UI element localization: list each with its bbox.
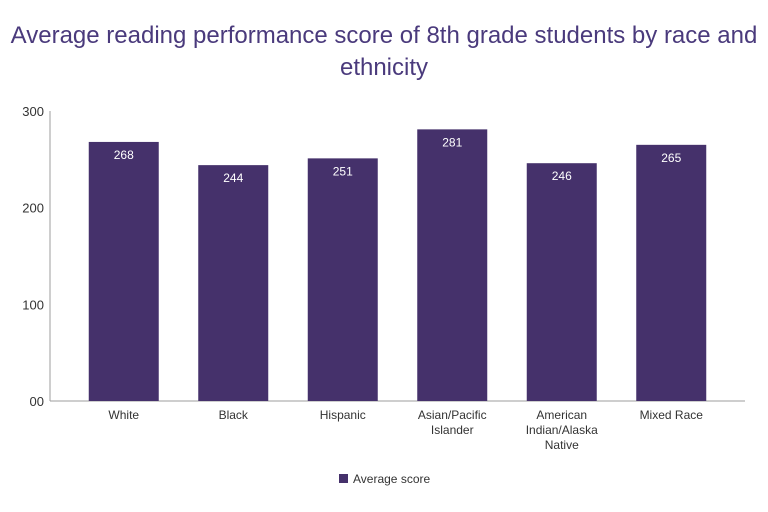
x-tick-label: Hispanic xyxy=(320,408,366,422)
bar xyxy=(526,163,597,401)
y-tick-label: 100 xyxy=(22,297,44,312)
data-label: 244 xyxy=(223,171,243,185)
bar xyxy=(198,165,269,401)
x-tick-label: Native xyxy=(545,438,579,452)
y-tick-label: 200 xyxy=(22,201,44,216)
bar xyxy=(636,144,707,402)
data-label: 246 xyxy=(552,169,572,183)
data-label: 281 xyxy=(442,135,462,149)
x-tick-label: Black xyxy=(219,408,249,422)
legend-label: Average score xyxy=(353,472,430,486)
bar xyxy=(307,158,378,401)
y-tick-label: 00 xyxy=(30,394,44,409)
data-label: 251 xyxy=(333,164,353,178)
x-tick-label: Islander xyxy=(431,423,474,437)
x-tick-label: American xyxy=(536,408,587,422)
y-tick-label: 300 xyxy=(22,104,44,119)
chart-title: Average reading performance score of 8th… xyxy=(10,22,758,81)
x-tick-label: Mixed Race xyxy=(640,408,704,422)
bar xyxy=(88,141,159,401)
x-tick-label: Asian/Pacific xyxy=(418,408,487,422)
bar xyxy=(417,129,488,401)
x-tick-label: White xyxy=(108,408,139,422)
data-label: 268 xyxy=(114,148,134,162)
x-tick-label: Indian/Alaska xyxy=(526,423,598,437)
data-label: 265 xyxy=(661,151,681,165)
legend-swatch xyxy=(339,474,348,483)
